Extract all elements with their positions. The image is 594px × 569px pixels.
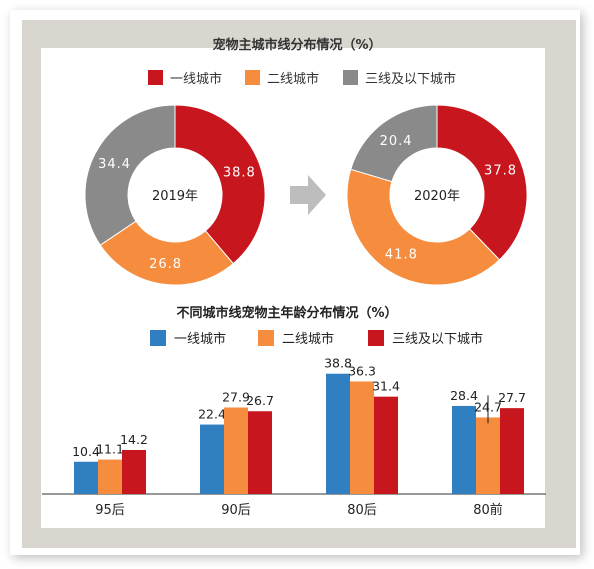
bar-value-label: 27.9: [222, 390, 250, 405]
donut-slice: [99, 220, 234, 286]
bar: [374, 396, 398, 494]
bar-legend-swatch: [150, 330, 166, 346]
bar-value-label: 36.3: [348, 363, 376, 378]
donut-slice: [346, 168, 501, 286]
bar-value-label: 26.7: [246, 393, 274, 408]
pie-chart-title: 宠物主城市线分布情况（%）: [212, 37, 381, 53]
bar-value-label: 31.4: [372, 379, 400, 394]
bar-value-label: 27.7: [498, 390, 526, 405]
pie-legend-label: 三线及以下城市: [365, 71, 456, 87]
donut-chart-2020: 37.8 41.8 20.4 2020年: [346, 104, 528, 286]
bar: [74, 461, 98, 494]
pie-legend-label: 一线城市: [170, 71, 222, 87]
x-tick-label: 80后: [347, 503, 377, 518]
bar-chart: 95后 10.411.114.2 90后 22.4 27.926.7 80后 38.836.…: [42, 356, 546, 518]
donut-slice-label: 41.8: [385, 248, 418, 263]
bar-value-label: 11.1: [96, 442, 124, 457]
donut-slice: [436, 104, 528, 261]
bar-legend-label: 三线及以下城市: [392, 331, 483, 347]
bar-legend-swatch: [368, 330, 384, 346]
bar-legend-label: 一线城市: [174, 331, 226, 347]
donut-slice-label: 20.4: [380, 134, 413, 149]
donut-center-label: 2020年: [414, 189, 460, 204]
pie-legend-swatch: [245, 70, 260, 85]
bar: [476, 417, 500, 494]
bar-value-label: 14.2: [120, 432, 148, 447]
donut-slice-label: 38.8: [223, 165, 256, 180]
bar: [122, 449, 146, 494]
bar: [326, 373, 350, 494]
bar: [248, 411, 272, 494]
bar-value-label: 10.4: [72, 444, 100, 459]
pie-legend: 一线城市 二线城市 三线及以下城市: [148, 70, 456, 87]
x-tick-label: 90后: [221, 503, 251, 518]
bar-legend-label: 二线城市: [282, 331, 334, 347]
bar: [98, 459, 122, 494]
pie-legend-swatch: [343, 70, 358, 85]
donut-slice: [174, 104, 266, 265]
pie-legend-swatch: [148, 70, 163, 85]
donut-slice: [350, 104, 438, 183]
donut-slice-label: 34.4: [98, 157, 131, 172]
bar: [500, 408, 524, 494]
x-tick-label: 80前: [473, 502, 503, 518]
donut-center-label: 2019年: [152, 189, 198, 204]
donut-slice: [84, 104, 176, 246]
donut-slice-label: 37.8: [484, 163, 517, 178]
bar: [452, 405, 476, 494]
bar: [224, 407, 248, 494]
donut-slice-label: 26.8: [149, 257, 182, 272]
right-arrow-icon: [290, 175, 326, 215]
bar-value-label: 38.8: [324, 356, 352, 371]
bar-chart-title: 不同城市线宠物主年龄分布情况（%）: [176, 305, 397, 321]
bar-legend-swatch: [258, 330, 274, 346]
bar-value-label: 28.4: [450, 388, 478, 403]
bar: [200, 424, 224, 494]
bar: [350, 381, 374, 494]
pie-legend-label: 二线城市: [267, 71, 319, 87]
donut-chart-2019: 38.8 26.8 34.4 2019年: [84, 104, 266, 286]
bar-legend: 一线城市 二线城市 三线及以下城市: [150, 330, 483, 347]
x-tick-label: 95后: [95, 503, 125, 518]
bar-value-label: 22.4: [198, 407, 226, 422]
